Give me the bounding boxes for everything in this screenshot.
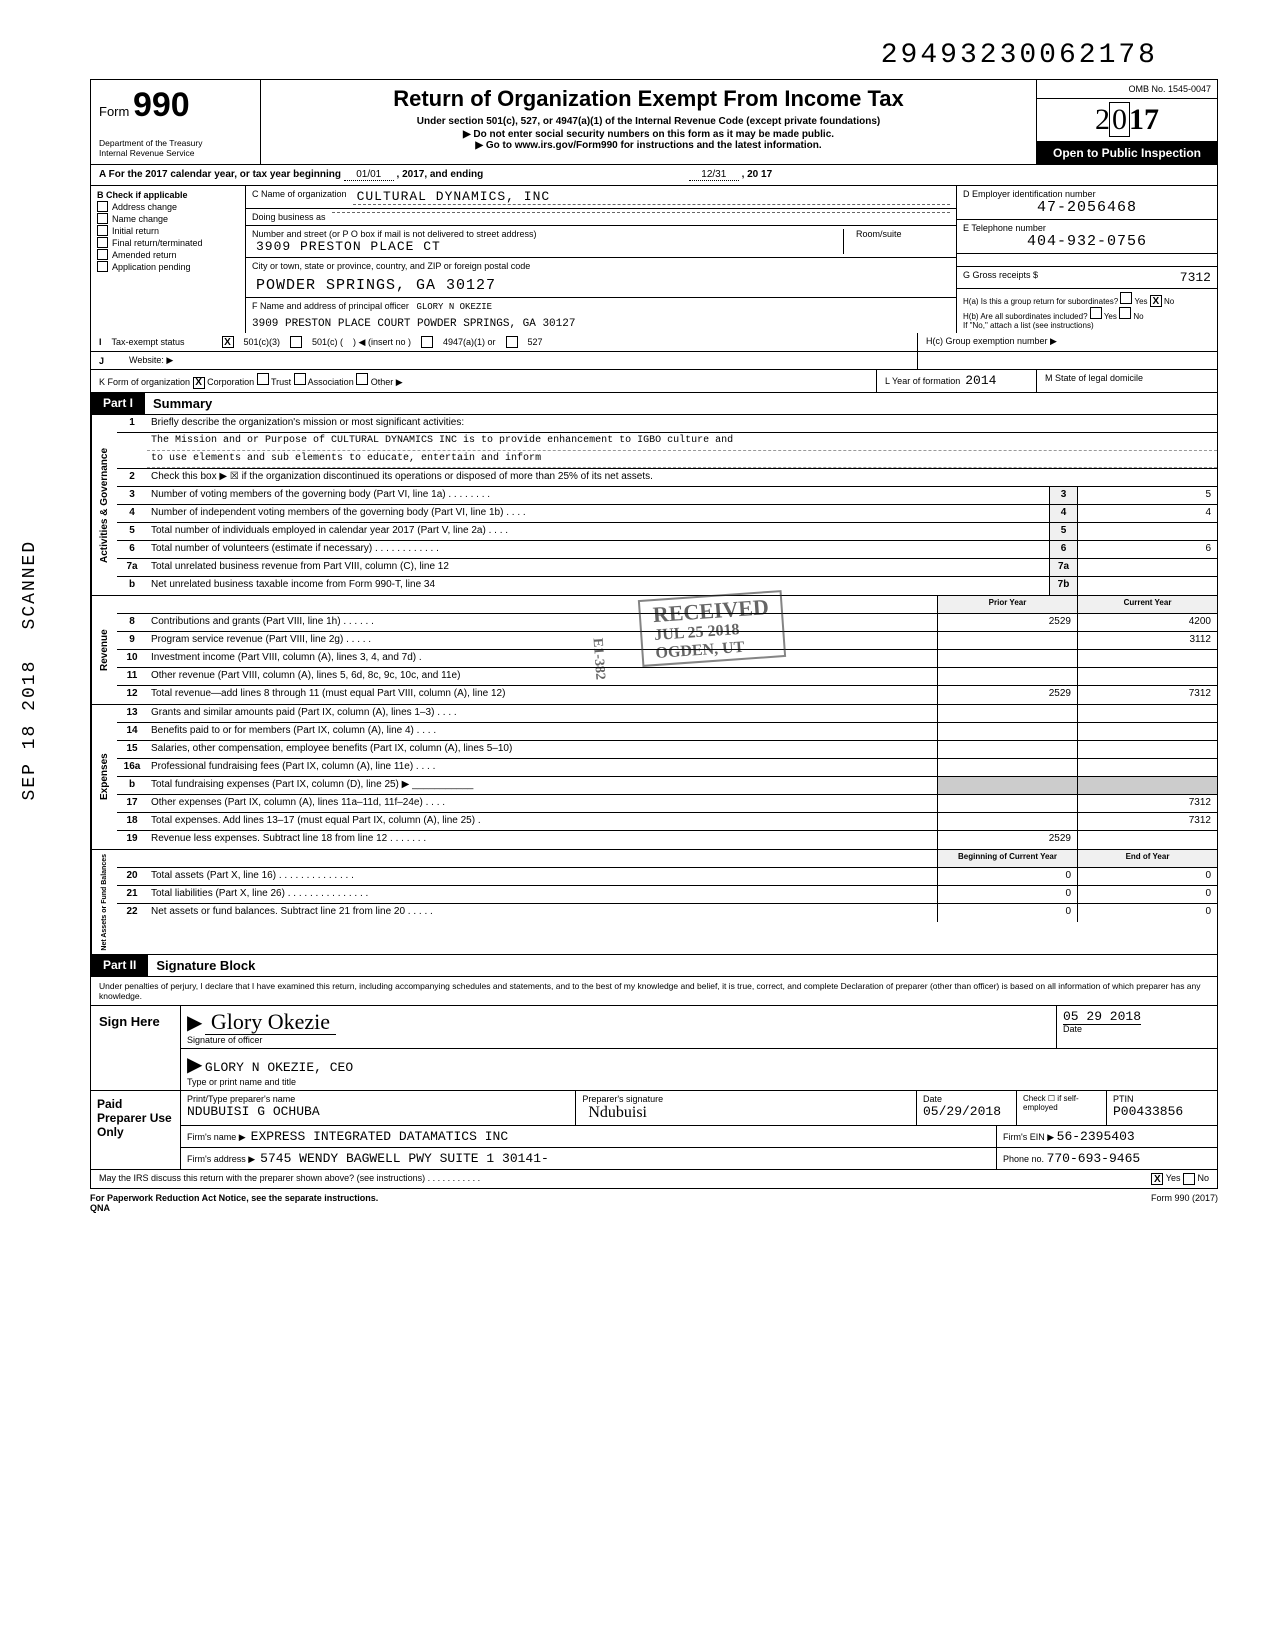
p12: 2529 — [937, 686, 1077, 704]
col-b: B Check if applicable Address change Nam… — [91, 186, 246, 333]
form-number: Form 990 — [99, 86, 252, 125]
gov-tab: Activities & Governance — [91, 415, 117, 595]
officer-typed: GLORY N OKEZIE, CEO — [205, 1060, 353, 1075]
cb-527[interactable] — [506, 336, 518, 348]
v7a — [1077, 559, 1217, 576]
side-stamps: SEP 18 2018 SCANNED — [20, 540, 40, 800]
year-formed: 2014 — [965, 373, 996, 388]
stamp-scanned: SCANNED — [20, 540, 40, 630]
firm-ein: 56-2395403 — [1057, 1129, 1135, 1144]
stamp-sep: SEP 18 2018 — [20, 660, 40, 801]
perjury-text: Under penalties of perjury, I declare th… — [90, 977, 1218, 1006]
hb-yes[interactable] — [1090, 307, 1102, 319]
prep-name: NDUBUISI G OCHUBA — [187, 1104, 320, 1119]
row-a: A For the 2017 calendar year, or tax yea… — [90, 165, 1218, 186]
department: Department of the Treasury Internal Reve… — [99, 139, 252, 158]
city: POWDER SPRINGS, GA 30127 — [252, 277, 496, 294]
main-title: Return of Organization Exempt From Incom… — [269, 86, 1028, 112]
cb-assoc[interactable] — [294, 373, 306, 385]
phone: 404-932-0756 — [963, 233, 1211, 250]
footer: For Paperwork Reduction Act Notice, see … — [90, 1189, 1218, 1213]
part-2-header: Part II Signature Block — [90, 955, 1218, 977]
received-stamp: RECEIVED JUL 25 2018 OGDEN, UT — [638, 590, 786, 667]
p22: 0 — [937, 904, 1077, 922]
officer-addr: 3909 PRESTON PLACE COURT POWDER SPRINGS,… — [252, 318, 575, 330]
omb-number: OMB No. 1545-0047 — [1037, 80, 1217, 99]
cb-corp[interactable]: X — [193, 377, 205, 389]
p19: 2529 — [937, 831, 1077, 849]
exp-tab: Expenses — [91, 705, 117, 849]
cb-501c3[interactable]: X — [222, 336, 234, 348]
cb-4947[interactable] — [421, 336, 433, 348]
col-de: D Employer identification number47-20564… — [957, 186, 1217, 333]
c18: 7312 — [1077, 813, 1217, 830]
c22: 0 — [1077, 904, 1217, 922]
col-c: C Name of organizationCULTURAL DYNAMICS,… — [246, 186, 957, 333]
cb-address-change[interactable] — [97, 201, 108, 212]
ptin: P00433856 — [1113, 1104, 1183, 1119]
gross-receipts: 7312 — [1180, 270, 1211, 285]
officer-signature: Glory Okezie — [205, 1009, 336, 1035]
instr-line-1: ▶ Do not enter social security numbers o… — [269, 129, 1028, 140]
p20: 0 — [937, 868, 1077, 885]
v6: 6 — [1077, 541, 1217, 558]
cb-501c[interactable] — [290, 336, 302, 348]
discuss-yes[interactable]: X — [1151, 1173, 1163, 1185]
c20: 0 — [1077, 868, 1217, 885]
officer: GLORY N OKEZIE — [416, 302, 492, 312]
e-stamp: E1-382 — [589, 637, 608, 680]
firm-phone: 770-693-9465 — [1047, 1151, 1141, 1166]
row-k: K Form of organization X Corporation Tru… — [90, 370, 1218, 393]
identity-block: B Check if applicable Address change Nam… — [90, 186, 1218, 333]
row-i: ITax-exempt status X501(c)(3) 501(c) () … — [90, 333, 1218, 352]
c8: 4200 — [1077, 614, 1217, 631]
sig-date: 05 29 2018 — [1063, 1009, 1141, 1025]
discuss-no[interactable] — [1183, 1173, 1195, 1185]
v4: 4 — [1077, 505, 1217, 522]
p21: 0 — [937, 886, 1077, 903]
cb-trust[interactable] — [257, 373, 269, 385]
prep-sig: Ndubuisi — [582, 1104, 653, 1121]
cb-pending[interactable] — [97, 261, 108, 272]
instr-line-2: ▶ Go to www.irs.gov/Form990 for instruct… — [269, 140, 1028, 151]
cb-final[interactable] — [97, 237, 108, 248]
net-tab: Net Assets or Fund Balances — [91, 850, 117, 955]
c21: 0 — [1077, 886, 1217, 903]
cb-initial[interactable] — [97, 225, 108, 236]
prep-date: 05/29/2018 — [923, 1104, 1001, 1119]
ein: 47-2056468 — [963, 199, 1211, 216]
street: 3909 PRESTON PLACE CT — [252, 239, 441, 254]
v5 — [1077, 523, 1217, 540]
ha-no[interactable]: X — [1150, 295, 1162, 307]
form-header: Form 990 Department of the Treasury Inte… — [90, 79, 1218, 165]
c9: 3112 — [1077, 632, 1217, 649]
open-public: Open to Public Inspection — [1037, 142, 1217, 164]
cb-name-change[interactable] — [97, 213, 108, 224]
v3: 5 — [1077, 487, 1217, 504]
governance-section: Activities & Governance 1Briefly describ… — [90, 415, 1218, 596]
hb-no[interactable] — [1119, 307, 1131, 319]
c12: 7312 — [1077, 686, 1217, 704]
tax-year: 20201717 — [1037, 99, 1217, 142]
discuss-row: May the IRS discuss this return with the… — [90, 1170, 1218, 1189]
dba — [332, 212, 950, 213]
net-assets-section: Net Assets or Fund Balances Beginning of… — [90, 850, 1218, 956]
p8: 2529 — [937, 614, 1077, 631]
stamp-number: 29493230062178 — [90, 40, 1218, 71]
sign-here-block: Sign Here ▶ Glory OkezieSignature of off… — [90, 1006, 1218, 1091]
part-1-header: Part I Summary — [90, 393, 1218, 415]
ha-yes[interactable] — [1120, 292, 1132, 304]
firm-name: EXPRESS INTEGRATED DATAMATICS INC — [251, 1129, 508, 1144]
cb-other[interactable] — [356, 373, 368, 385]
subtitle: Under section 501(c), 527, or 4947(a)(1)… — [269, 116, 1028, 127]
row-j: J Website: ▶ — [90, 352, 1218, 370]
v7b — [1077, 577, 1217, 595]
expenses-section: Expenses 13Grants and similar amounts pa… — [90, 705, 1218, 850]
cb-amended[interactable] — [97, 249, 108, 260]
rev-tab: Revenue — [91, 596, 117, 704]
paid-preparer-block: Paid Preparer Use Only Print/Type prepar… — [90, 1091, 1218, 1170]
c17: 7312 — [1077, 795, 1217, 812]
firm-addr: 5745 WENDY BAGWELL PWY SUITE 1 30141- — [260, 1151, 549, 1166]
org-name: CULTURAL DYNAMICS, INC — [353, 189, 950, 205]
